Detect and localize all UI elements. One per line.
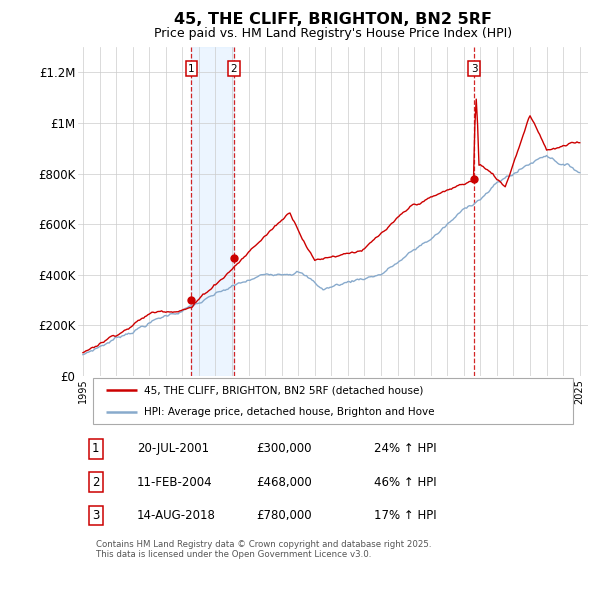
Text: 2: 2: [230, 64, 237, 74]
Text: 24% ↑ HPI: 24% ↑ HPI: [374, 442, 436, 455]
Text: 3: 3: [471, 64, 478, 74]
Text: £780,000: £780,000: [257, 509, 312, 522]
Text: 1: 1: [92, 442, 100, 455]
Text: 45, THE CLIFF, BRIGHTON, BN2 5RF (detached house): 45, THE CLIFF, BRIGHTON, BN2 5RF (detach…: [145, 385, 424, 395]
Text: 3: 3: [92, 509, 100, 522]
Text: 17% ↑ HPI: 17% ↑ HPI: [374, 509, 436, 522]
Text: Price paid vs. HM Land Registry's House Price Index (HPI): Price paid vs. HM Land Registry's House …: [154, 27, 512, 40]
Text: Contains HM Land Registry data © Crown copyright and database right 2025.
This d: Contains HM Land Registry data © Crown c…: [96, 540, 431, 559]
Text: 2: 2: [92, 476, 100, 489]
Text: 20-JUL-2001: 20-JUL-2001: [137, 442, 209, 455]
Text: 14-AUG-2018: 14-AUG-2018: [137, 509, 215, 522]
Text: £468,000: £468,000: [257, 476, 312, 489]
Text: HPI: Average price, detached house, Brighton and Hove: HPI: Average price, detached house, Brig…: [145, 407, 435, 417]
FancyBboxPatch shape: [94, 378, 573, 424]
Text: 46% ↑ HPI: 46% ↑ HPI: [374, 476, 436, 489]
Text: 1: 1: [188, 64, 195, 74]
Text: £300,000: £300,000: [257, 442, 312, 455]
Bar: [191, 47, 234, 376]
Text: 11-FEB-2004: 11-FEB-2004: [137, 476, 212, 489]
Text: 45, THE CLIFF, BRIGHTON, BN2 5RF: 45, THE CLIFF, BRIGHTON, BN2 5RF: [174, 12, 492, 27]
